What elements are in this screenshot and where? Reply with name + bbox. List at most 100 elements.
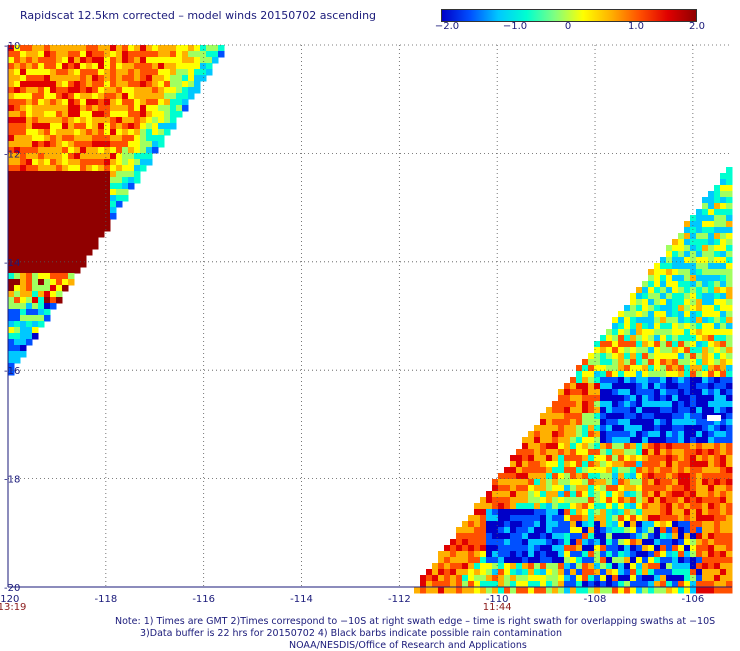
swath-cell: [624, 323, 631, 330]
swath-cell: [474, 569, 481, 576]
swath-cell: [648, 377, 655, 384]
swath-cell: [702, 305, 709, 312]
swath-cell: [612, 359, 619, 366]
swath-cell: [654, 509, 661, 516]
swath-cell: [14, 147, 21, 154]
swath-cell: [576, 473, 583, 480]
swath-cell: [660, 407, 667, 414]
swath-cell: [606, 545, 613, 552]
swath-cell: [38, 57, 45, 64]
swath-cell: [492, 587, 499, 594]
swath-cell: [8, 327, 15, 334]
swath-cell: [80, 243, 87, 250]
swath-cell: [600, 371, 607, 378]
swath-cell: [540, 587, 547, 594]
swath-cell: [206, 51, 213, 58]
swath-cell: [726, 461, 733, 468]
swath-cell: [134, 45, 141, 52]
swath-cell: [642, 467, 649, 474]
swath-cell: [582, 461, 589, 468]
swath-cell: [672, 461, 679, 468]
swath-cell: [570, 515, 577, 522]
swath-cell: [672, 449, 679, 456]
swath-cell: [50, 243, 57, 250]
swath-cell: [50, 273, 57, 280]
swath-cell: [522, 443, 529, 450]
swath-cell: [20, 147, 27, 154]
swath-cell: [14, 357, 21, 364]
swath-cell: [552, 461, 559, 468]
swath-cell: [720, 341, 727, 348]
swath-cell: [522, 533, 529, 540]
swath-cell: [164, 57, 171, 64]
swath-cell: [666, 347, 673, 354]
swath-cell: [666, 353, 673, 360]
swath-cell: [80, 255, 87, 262]
swath-cell: [68, 105, 75, 112]
swath-cell: [534, 443, 541, 450]
swath-cell: [56, 105, 63, 112]
swath-cell: [720, 419, 727, 426]
swath-cell: [546, 485, 553, 492]
swath-cell: [26, 171, 33, 178]
swath-cell: [582, 431, 589, 438]
swath-cell: [708, 461, 715, 468]
swath-cell: [714, 191, 721, 198]
swath-cell: [516, 491, 523, 498]
swath-cell: [594, 545, 601, 552]
swath-cell: [122, 141, 129, 148]
swath-cell: [726, 371, 733, 378]
swath-cell: [522, 539, 529, 546]
swath-cell: [618, 323, 625, 330]
swath-cell: [660, 323, 667, 330]
swath-cell: [128, 51, 135, 58]
swath-cell: [546, 545, 553, 552]
swath-cell: [690, 353, 697, 360]
swath-cell: [642, 497, 649, 504]
swath-cell: [152, 135, 159, 142]
swath-cell: [152, 69, 159, 76]
swath-cell: [26, 285, 33, 292]
swath-cell: [726, 221, 733, 228]
swath-cell: [714, 215, 721, 222]
swath-cell: [170, 69, 177, 76]
swath-cell: [510, 557, 517, 564]
swath-cell: [164, 105, 171, 112]
swath-cell: [534, 557, 541, 564]
swath-cell: [158, 117, 165, 124]
swath-cell: [540, 569, 547, 576]
swath-cell: [146, 51, 153, 58]
swath-cell: [110, 123, 117, 130]
swath-cell: [618, 359, 625, 366]
swath-cell: [122, 93, 129, 100]
swath-cell: [630, 335, 637, 342]
swath-cell: [570, 533, 577, 540]
swath-cell: [474, 521, 481, 528]
swath-cell: [552, 473, 559, 480]
swath-cell: [642, 569, 649, 576]
swath-cell: [684, 317, 691, 324]
swath-cell: [56, 93, 63, 100]
swath-cell: [684, 443, 691, 450]
swath-cell: [714, 407, 721, 414]
swath-cell: [534, 515, 541, 522]
swath-cell: [14, 81, 21, 88]
swath-cell: [690, 527, 697, 534]
swath-cell: [624, 473, 631, 480]
swath-cell: [74, 183, 81, 190]
swath-cell: [588, 569, 595, 576]
swath-cell: [116, 111, 123, 118]
swath-cell: [576, 365, 583, 372]
swath-cell: [92, 189, 99, 196]
swath-cell: [702, 227, 709, 234]
swath-cell: [642, 539, 649, 546]
swath-cell: [14, 309, 21, 316]
swath-cell: [642, 287, 649, 294]
swath-cell: [462, 545, 469, 552]
swath-cell: [702, 461, 709, 468]
swath-cell: [690, 245, 697, 252]
swath-cell: [672, 515, 679, 522]
swath-cell: [702, 317, 709, 324]
swath-cell: [654, 557, 661, 564]
swath-cell: [654, 281, 661, 288]
